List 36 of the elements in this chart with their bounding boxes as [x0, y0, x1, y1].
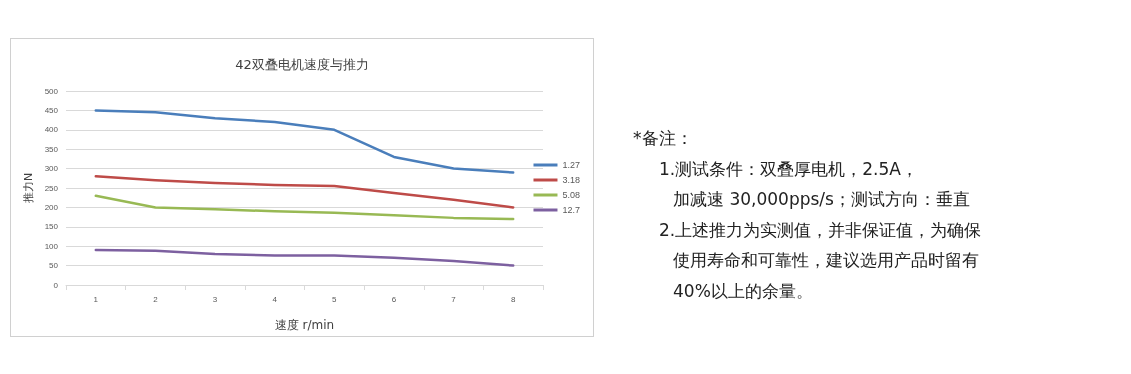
x-axis-title: 速度 r/min	[274, 318, 335, 332]
text: 2.上述推力为实测值，并非保证值，为确保	[658, 218, 982, 242]
x-tick-label: 5	[332, 294, 338, 304]
y-axis-title: 推力N	[21, 172, 35, 204]
text: 40%以上的余量。	[672, 279, 814, 303]
y-tick-label: 50	[49, 261, 59, 271]
y-tick-label: 200	[44, 202, 59, 212]
y-tick-label: 450	[44, 105, 59, 115]
legend-label: 5.08	[562, 190, 581, 200]
y-tick-label: 100	[44, 241, 59, 251]
chart-title: 42双叠电机速度与推力	[235, 57, 369, 72]
legend-label: 3.18	[562, 175, 581, 185]
y-tick-label: 250	[44, 183, 59, 193]
x-tick-label: 7	[451, 294, 457, 304]
line-series	[94, 109, 515, 174]
x-tick-label: 1	[93, 294, 99, 304]
x-tick-label: 4	[272, 294, 278, 304]
legend-label: 12.7	[562, 205, 581, 215]
line-series	[94, 248, 515, 267]
x-tick-label: 3	[212, 294, 218, 304]
line-series	[94, 175, 515, 209]
x-tick-label: 2	[153, 294, 159, 304]
x-tick-label: 8	[510, 294, 516, 304]
legend-label: 1.27	[562, 160, 581, 170]
y-tick-label: 0	[53, 280, 59, 290]
y-tick-label: 150	[44, 222, 59, 232]
text: 加减速 30,000pps/s；测试方向：垂直	[672, 188, 971, 211]
y-tick-label: 350	[44, 144, 59, 154]
line-series	[94, 194, 515, 221]
text: 使用寿命和可靠性，建议选用产品时留有	[672, 249, 980, 272]
text: 1.测试条件：双叠厚电机，2.5A，	[658, 157, 919, 181]
text: *备注：	[633, 127, 694, 150]
y-tick-label: 500	[44, 86, 59, 96]
y-tick-label: 300	[44, 164, 59, 174]
x-tick-label: 6	[391, 294, 397, 304]
y-tick-label: 400	[44, 125, 59, 135]
